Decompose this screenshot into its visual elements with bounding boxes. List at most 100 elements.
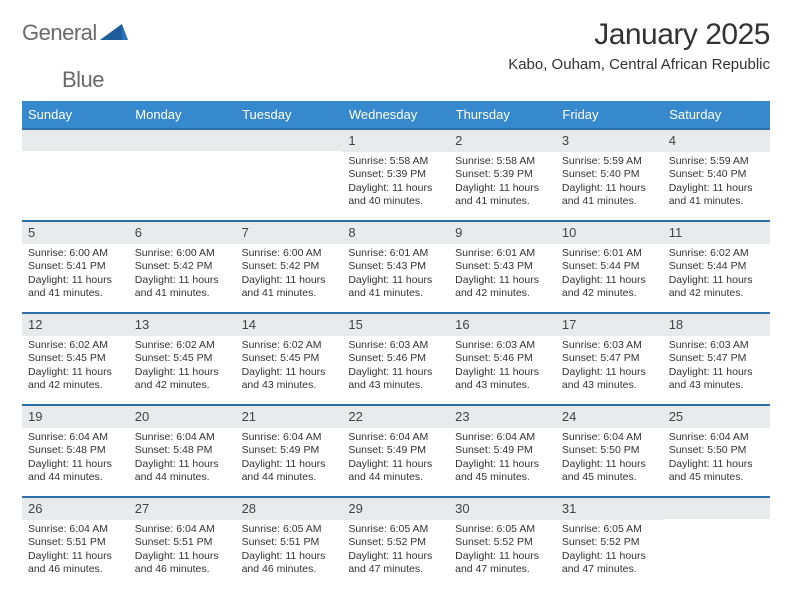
calendar-day-cell: 7Sunrise: 6:00 AMSunset: 5:42 PMDaylight… bbox=[236, 221, 343, 313]
day-number: 21 bbox=[236, 406, 343, 428]
day-details: Sunrise: 6:00 AMSunset: 5:42 PMDaylight:… bbox=[129, 244, 236, 304]
calendar-week-row: 1Sunrise: 5:58 AMSunset: 5:39 PMDaylight… bbox=[22, 129, 770, 221]
weekday-header: Monday bbox=[129, 101, 236, 129]
calendar-day-cell: 9Sunrise: 6:01 AMSunset: 5:43 PMDaylight… bbox=[449, 221, 556, 313]
day-details: Sunrise: 6:05 AMSunset: 5:52 PMDaylight:… bbox=[556, 520, 663, 580]
sunrise-line: Sunrise: 6:01 AM bbox=[348, 247, 443, 260]
daylight-line: Daylight: 11 hours and 43 minutes. bbox=[669, 366, 764, 392]
sunrise-line: Sunrise: 6:02 AM bbox=[242, 339, 337, 352]
day-details: Sunrise: 5:59 AMSunset: 5:40 PMDaylight:… bbox=[556, 152, 663, 212]
calendar-day-cell: 25Sunrise: 6:04 AMSunset: 5:50 PMDayligh… bbox=[663, 405, 770, 497]
daylight-line: Daylight: 11 hours and 46 minutes. bbox=[242, 550, 337, 576]
day-number: 24 bbox=[556, 406, 663, 428]
day-number: 12 bbox=[22, 314, 129, 336]
sunset-line: Sunset: 5:42 PM bbox=[242, 260, 337, 273]
daylight-line: Daylight: 11 hours and 46 minutes. bbox=[28, 550, 123, 576]
sunset-line: Sunset: 5:51 PM bbox=[28, 536, 123, 549]
daylight-line: Daylight: 11 hours and 47 minutes. bbox=[455, 550, 550, 576]
day-number: 26 bbox=[22, 498, 129, 520]
day-details: Sunrise: 6:04 AMSunset: 5:49 PMDaylight:… bbox=[236, 428, 343, 488]
day-number: 3 bbox=[556, 130, 663, 152]
brand-word1: General bbox=[22, 20, 97, 46]
daylight-line: Daylight: 11 hours and 43 minutes. bbox=[562, 366, 657, 392]
calendar-day-cell: 26Sunrise: 6:04 AMSunset: 5:51 PMDayligh… bbox=[22, 497, 129, 589]
daylight-line: Daylight: 11 hours and 47 minutes. bbox=[348, 550, 443, 576]
calendar-day-cell: 17Sunrise: 6:03 AMSunset: 5:47 PMDayligh… bbox=[556, 313, 663, 405]
daylight-line: Daylight: 11 hours and 42 minutes. bbox=[135, 366, 230, 392]
brand-logo: General bbox=[22, 18, 130, 46]
sunset-line: Sunset: 5:42 PM bbox=[135, 260, 230, 273]
daylight-line: Daylight: 11 hours and 41 minutes. bbox=[242, 274, 337, 300]
sunrise-line: Sunrise: 6:02 AM bbox=[135, 339, 230, 352]
day-number: 10 bbox=[556, 222, 663, 244]
day-number: 7 bbox=[236, 222, 343, 244]
sunset-line: Sunset: 5:49 PM bbox=[348, 444, 443, 457]
daylight-line: Daylight: 11 hours and 43 minutes. bbox=[455, 366, 550, 392]
calendar-week-row: 26Sunrise: 6:04 AMSunset: 5:51 PMDayligh… bbox=[22, 497, 770, 589]
day-details: Sunrise: 6:05 AMSunset: 5:52 PMDaylight:… bbox=[449, 520, 556, 580]
calendar-day-cell: 4Sunrise: 5:59 AMSunset: 5:40 PMDaylight… bbox=[663, 129, 770, 221]
day-details: Sunrise: 6:01 AMSunset: 5:43 PMDaylight:… bbox=[342, 244, 449, 304]
calendar-table: Sunday Monday Tuesday Wednesday Thursday… bbox=[22, 101, 770, 589]
calendar-page: General January 2025 Kabo, Ouham, Centra… bbox=[0, 0, 792, 612]
calendar-head: Sunday Monday Tuesday Wednesday Thursday… bbox=[22, 101, 770, 129]
day-number: 16 bbox=[449, 314, 556, 336]
sunset-line: Sunset: 5:45 PM bbox=[28, 352, 123, 365]
empty-daynum bbox=[129, 130, 236, 151]
day-number: 30 bbox=[449, 498, 556, 520]
day-details: Sunrise: 6:01 AMSunset: 5:44 PMDaylight:… bbox=[556, 244, 663, 304]
calendar-day-cell: 8Sunrise: 6:01 AMSunset: 5:43 PMDaylight… bbox=[342, 221, 449, 313]
daylight-line: Daylight: 11 hours and 40 minutes. bbox=[348, 182, 443, 208]
day-number: 31 bbox=[556, 498, 663, 520]
sunrise-line: Sunrise: 6:02 AM bbox=[669, 247, 764, 260]
day-number: 22 bbox=[342, 406, 449, 428]
daylight-line: Daylight: 11 hours and 46 minutes. bbox=[135, 550, 230, 576]
weekday-header: Sunday bbox=[22, 101, 129, 129]
sunrise-line: Sunrise: 6:04 AM bbox=[669, 431, 764, 444]
sunrise-line: Sunrise: 6:00 AM bbox=[28, 247, 123, 260]
empty-daynum bbox=[663, 498, 770, 519]
sunrise-line: Sunrise: 6:03 AM bbox=[669, 339, 764, 352]
daylight-line: Daylight: 11 hours and 42 minutes. bbox=[562, 274, 657, 300]
sunset-line: Sunset: 5:44 PM bbox=[562, 260, 657, 273]
sunrise-line: Sunrise: 6:05 AM bbox=[455, 523, 550, 536]
day-details: Sunrise: 6:01 AMSunset: 5:43 PMDaylight:… bbox=[449, 244, 556, 304]
sunset-line: Sunset: 5:44 PM bbox=[669, 260, 764, 273]
sunset-line: Sunset: 5:45 PM bbox=[242, 352, 337, 365]
sunrise-line: Sunrise: 6:00 AM bbox=[135, 247, 230, 260]
sunset-line: Sunset: 5:41 PM bbox=[28, 260, 123, 273]
empty-daynum bbox=[236, 130, 343, 151]
day-number: 27 bbox=[129, 498, 236, 520]
location-subtitle: Kabo, Ouham, Central African Republic bbox=[508, 56, 770, 73]
sunset-line: Sunset: 5:48 PM bbox=[28, 444, 123, 457]
day-details: Sunrise: 6:02 AMSunset: 5:45 PMDaylight:… bbox=[129, 336, 236, 396]
sunset-line: Sunset: 5:46 PM bbox=[348, 352, 443, 365]
calendar-day-cell: 21Sunrise: 6:04 AMSunset: 5:49 PMDayligh… bbox=[236, 405, 343, 497]
weekday-header-row: Sunday Monday Tuesday Wednesday Thursday… bbox=[22, 101, 770, 129]
day-details: Sunrise: 6:03 AMSunset: 5:47 PMDaylight:… bbox=[663, 336, 770, 396]
daylight-line: Daylight: 11 hours and 44 minutes. bbox=[348, 458, 443, 484]
calendar-day-cell bbox=[22, 129, 129, 221]
calendar-day-cell: 18Sunrise: 6:03 AMSunset: 5:47 PMDayligh… bbox=[663, 313, 770, 405]
daylight-line: Daylight: 11 hours and 41 minutes. bbox=[28, 274, 123, 300]
calendar-week-row: 5Sunrise: 6:00 AMSunset: 5:41 PMDaylight… bbox=[22, 221, 770, 313]
daylight-line: Daylight: 11 hours and 45 minutes. bbox=[562, 458, 657, 484]
day-details: Sunrise: 6:05 AMSunset: 5:51 PMDaylight:… bbox=[236, 520, 343, 580]
sunset-line: Sunset: 5:43 PM bbox=[348, 260, 443, 273]
sunset-line: Sunset: 5:46 PM bbox=[455, 352, 550, 365]
calendar-day-cell: 6Sunrise: 6:00 AMSunset: 5:42 PMDaylight… bbox=[129, 221, 236, 313]
day-details: Sunrise: 6:04 AMSunset: 5:49 PMDaylight:… bbox=[342, 428, 449, 488]
calendar-day-cell: 5Sunrise: 6:00 AMSunset: 5:41 PMDaylight… bbox=[22, 221, 129, 313]
calendar-day-cell: 10Sunrise: 6:01 AMSunset: 5:44 PMDayligh… bbox=[556, 221, 663, 313]
day-number: 2 bbox=[449, 130, 556, 152]
calendar-day-cell: 23Sunrise: 6:04 AMSunset: 5:49 PMDayligh… bbox=[449, 405, 556, 497]
calendar-day-cell: 12Sunrise: 6:02 AMSunset: 5:45 PMDayligh… bbox=[22, 313, 129, 405]
sunset-line: Sunset: 5:50 PM bbox=[669, 444, 764, 457]
sunrise-line: Sunrise: 6:05 AM bbox=[242, 523, 337, 536]
day-number: 25 bbox=[663, 406, 770, 428]
brand-triangle-icon bbox=[100, 22, 128, 45]
calendar-day-cell: 3Sunrise: 5:59 AMSunset: 5:40 PMDaylight… bbox=[556, 129, 663, 221]
sunset-line: Sunset: 5:43 PM bbox=[455, 260, 550, 273]
day-number: 17 bbox=[556, 314, 663, 336]
sunset-line: Sunset: 5:51 PM bbox=[242, 536, 337, 549]
